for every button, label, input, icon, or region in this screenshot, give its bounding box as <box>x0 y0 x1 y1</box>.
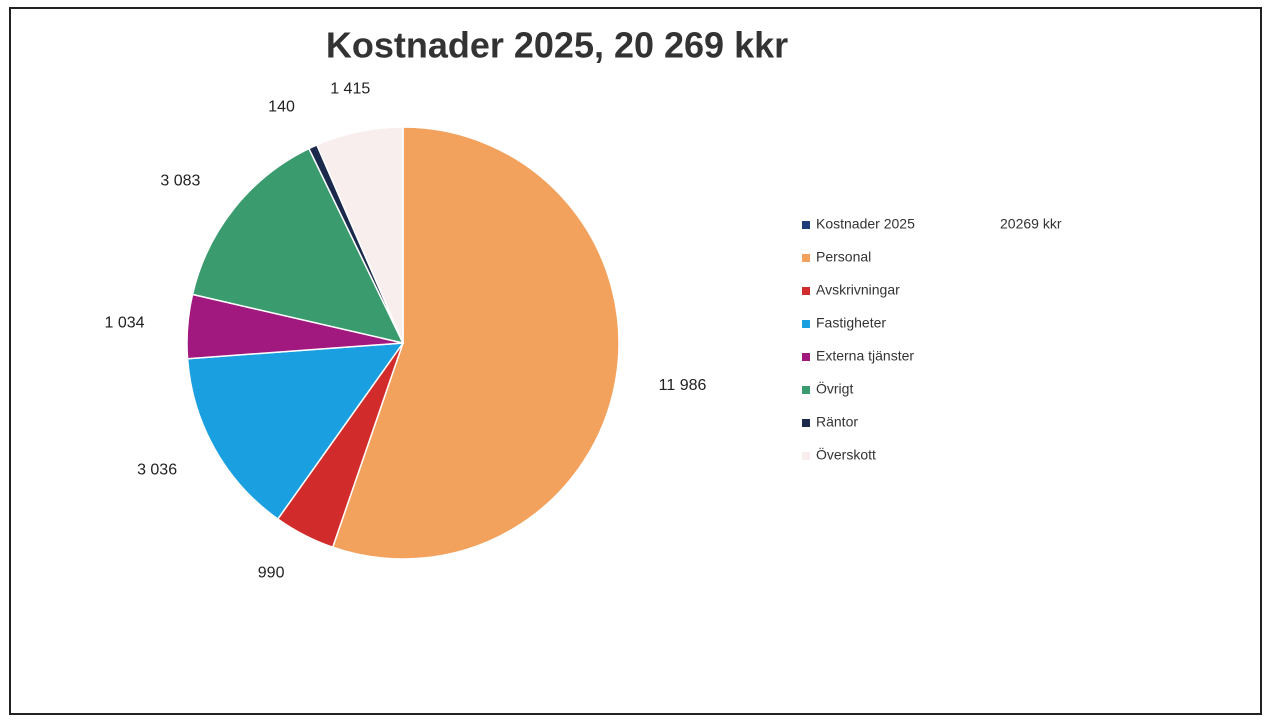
legend-label: Övrigt <box>816 380 853 397</box>
legend-swatch <box>802 386 810 394</box>
chart-title: Kostnader 2025, 20 269 kkr <box>326 25 788 66</box>
data-label: 3 036 <box>137 461 177 478</box>
legend-label: Personal <box>816 249 871 265</box>
legend-title: Kostnader 2025 <box>816 216 915 232</box>
legend-label: Fastigheter <box>816 315 886 331</box>
legend-label: Avskrivningar <box>816 282 900 298</box>
data-label: 990 <box>258 565 285 582</box>
legend-swatch <box>802 353 810 361</box>
legend-swatch <box>802 419 810 427</box>
legend-label: Externa tjänster <box>816 348 914 364</box>
data-label: 11 986 <box>659 377 707 394</box>
legend-label: Räntor <box>816 414 858 430</box>
legend-swatch <box>802 320 810 328</box>
pie-slice <box>331 126 620 560</box>
data-label: 140 <box>268 99 295 116</box>
legend-swatch <box>802 452 810 460</box>
legend-swatch <box>802 254 810 262</box>
legend-total: 20269 kkr <box>1000 216 1062 232</box>
data-label: 1 034 <box>105 314 145 331</box>
pie-slice <box>315 126 404 344</box>
pie-slice <box>186 342 405 521</box>
legend-label: Överskott <box>816 446 876 463</box>
data-label: 1 415 <box>330 80 370 97</box>
legend-swatch <box>802 221 810 229</box>
data-label: 3 083 <box>160 173 200 190</box>
legend-swatch <box>802 287 810 295</box>
pie-slice <box>191 147 405 345</box>
